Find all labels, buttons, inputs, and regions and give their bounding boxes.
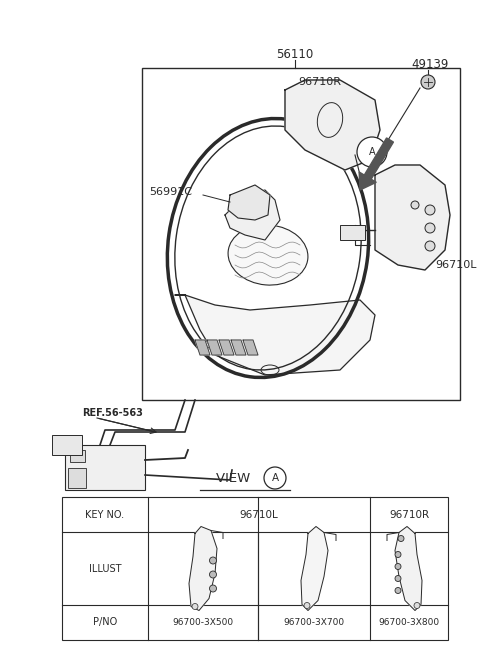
Text: 56991C: 56991C (149, 187, 192, 197)
Bar (62, 497, 448, 640)
Circle shape (209, 571, 216, 578)
Polygon shape (207, 340, 222, 355)
Text: 96710L: 96710L (240, 510, 278, 519)
Text: P/NO: P/NO (93, 618, 117, 627)
Circle shape (425, 241, 435, 251)
Text: 49139: 49139 (411, 58, 449, 71)
Circle shape (395, 588, 401, 593)
Text: 96700-3X800: 96700-3X800 (378, 618, 440, 627)
Text: 96710R: 96710R (389, 510, 429, 519)
Polygon shape (375, 165, 450, 270)
Text: A: A (271, 473, 278, 483)
Polygon shape (195, 340, 210, 355)
Ellipse shape (228, 225, 308, 285)
Polygon shape (228, 185, 270, 220)
Bar (65, 445, 145, 490)
Text: VIEW: VIEW (216, 472, 255, 485)
Text: 96700-3X500: 96700-3X500 (172, 618, 234, 627)
Circle shape (264, 467, 286, 489)
Polygon shape (285, 80, 380, 170)
Circle shape (411, 201, 419, 209)
Bar (142, 68, 460, 400)
Text: 96710R: 96710R (299, 77, 341, 87)
Polygon shape (243, 340, 258, 355)
Circle shape (209, 585, 216, 592)
Circle shape (425, 223, 435, 233)
Polygon shape (231, 340, 246, 355)
Circle shape (398, 536, 404, 542)
Circle shape (425, 205, 435, 215)
Text: KEY NO.: KEY NO. (85, 510, 125, 519)
Circle shape (414, 603, 420, 608)
Text: A: A (369, 147, 375, 157)
Circle shape (192, 603, 198, 610)
Bar (340, 225, 365, 240)
Circle shape (357, 137, 387, 167)
Polygon shape (219, 340, 234, 355)
Text: 96700-3X700: 96700-3X700 (283, 618, 345, 627)
Polygon shape (189, 527, 217, 610)
Circle shape (209, 557, 216, 564)
Text: 96710L: 96710L (435, 260, 477, 270)
Circle shape (395, 576, 401, 582)
Circle shape (395, 552, 401, 557)
Circle shape (421, 75, 435, 89)
Circle shape (304, 603, 310, 608)
FancyArrow shape (359, 138, 394, 190)
Text: 56110: 56110 (276, 48, 313, 62)
Polygon shape (395, 527, 422, 610)
Text: REF.56-563: REF.56-563 (82, 408, 143, 418)
Bar (68, 468, 86, 488)
Text: ILLUST: ILLUST (89, 563, 121, 574)
Polygon shape (301, 527, 328, 610)
Bar (52, 435, 82, 455)
Polygon shape (175, 295, 375, 375)
Polygon shape (225, 190, 280, 240)
Bar (70, 450, 85, 462)
Circle shape (395, 563, 401, 569)
